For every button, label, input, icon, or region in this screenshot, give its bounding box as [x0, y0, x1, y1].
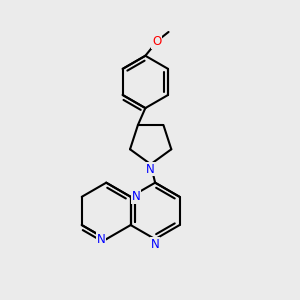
Text: N: N [151, 238, 160, 251]
Text: N: N [97, 233, 105, 246]
Text: N: N [146, 163, 155, 176]
Text: N: N [132, 190, 140, 203]
Text: O: O [152, 35, 161, 48]
